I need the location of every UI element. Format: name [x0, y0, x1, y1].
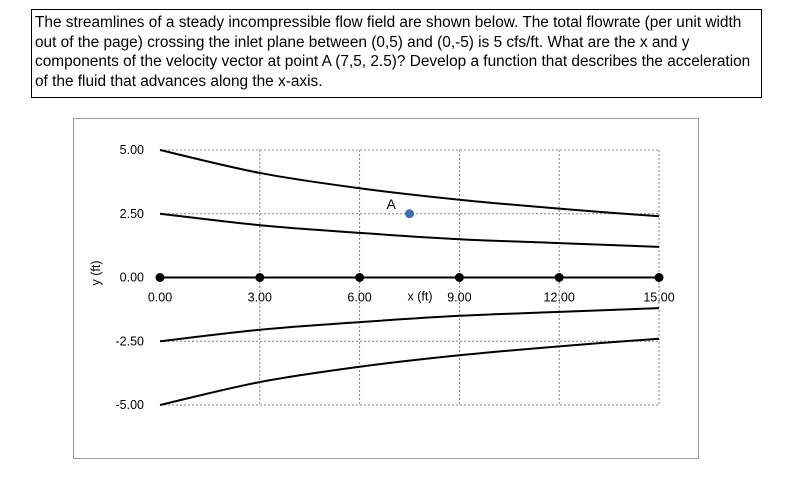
x-tick-labels: 0.00 3.00 6.00 9.00 12.00 15.00: [148, 291, 675, 305]
axis-point-0: [155, 273, 165, 282]
streamline-chart: 5.00 2.50 0.00 -2.50 -5.00 0.00 3.00 6.00 9.00 1…: [89, 143, 675, 412]
streamline-3: [159, 307, 660, 343]
streamline-4: [159, 337, 660, 406]
streamline-1: [159, 212, 660, 248]
y-tick-label-1: 2.50: [120, 207, 144, 221]
y-tick-label-3: -2.50: [116, 334, 145, 348]
x-tick-label-4: 12.00: [544, 291, 575, 305]
x-tick-label-3: 9.00: [447, 291, 471, 305]
x-tick-label-5: 15.00: [643, 291, 674, 305]
problem-statement: The streamlines of a steady incompressib…: [31, 9, 762, 98]
y-axis-label: y (ft): [89, 261, 103, 286]
x-tick-label-1: 3.00: [248, 291, 272, 305]
y-tick-label-0: 5.00: [120, 143, 144, 157]
axis-markers: [155, 273, 664, 282]
y-tick-label-4: -5.00: [116, 398, 145, 412]
streamline-0: [159, 149, 660, 218]
streamlines: [159, 149, 660, 406]
axis-point-1: [255, 273, 265, 282]
axis-point-2: [355, 273, 365, 282]
point-a-marker: [405, 209, 414, 219]
x-tick-label-0: 0.00: [148, 291, 172, 305]
axis-point-5: [654, 273, 664, 282]
x-axis-label: x (ft): [408, 290, 433, 304]
y-tick-label-2: 0.00: [120, 271, 144, 285]
axis-point-3: [454, 273, 464, 282]
y-tick-labels: 5.00 2.50 0.00 -2.50 -5.00: [116, 143, 145, 412]
x-tick-label-2: 6.00: [347, 291, 371, 305]
chart-area: 5.00 2.50 0.00 -2.50 -5.00 0.00 3.00 6.00 9.00 1…: [73, 118, 699, 459]
annotations: A: [387, 196, 414, 219]
point-a-label: A: [387, 196, 397, 212]
axis-point-4: [554, 273, 564, 282]
